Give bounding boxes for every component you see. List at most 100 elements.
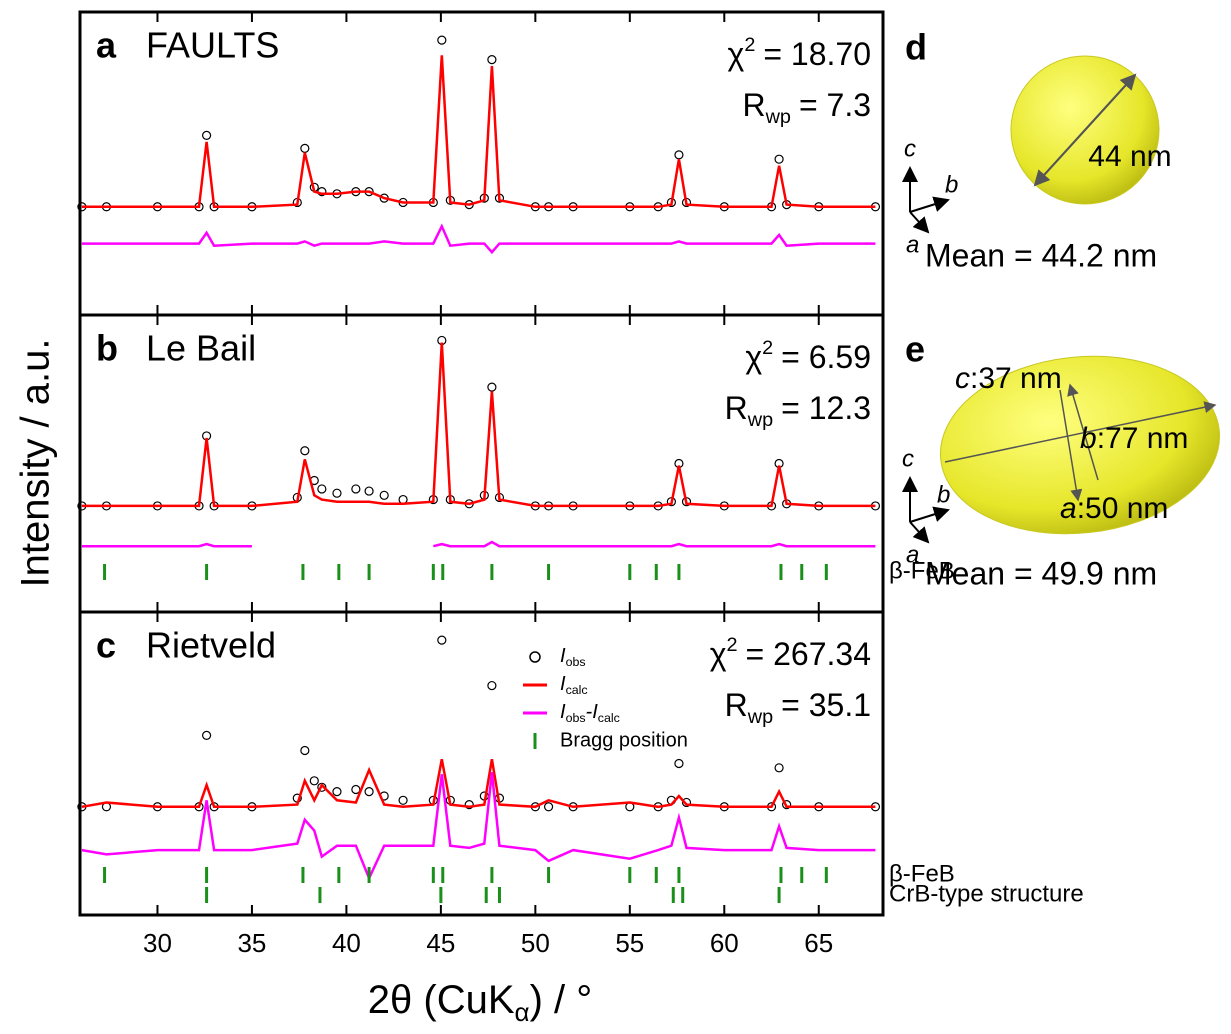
- axis-arrow: [909, 211, 930, 234]
- series-line: [81, 55, 876, 209]
- r-wp-part: wp: [747, 409, 773, 431]
- particle-e: e c:37 nm b:77 nm a:50 nm c b a Mean = 4…: [902, 329, 1221, 591]
- axis-name: b: [945, 171, 958, 198]
- x-tick-label: 45: [426, 928, 455, 958]
- size-axis: b: [1080, 422, 1097, 455]
- obs-point: [364, 787, 374, 797]
- size-value: :37 nm: [970, 362, 1062, 395]
- axis-arrow: [909, 506, 950, 523]
- chi-square-part: = 18.70: [763, 36, 871, 72]
- panel-label: c: [96, 625, 116, 666]
- r-wp: Rwp = 7.3: [742, 87, 871, 127]
- size-arrow: [1059, 389, 1083, 502]
- panel-label: a: [96, 25, 117, 66]
- obs-point: [351, 784, 361, 795]
- r-wp-part: R: [742, 87, 765, 123]
- size-axis: c: [955, 362, 970, 395]
- legend-label-part: obs: [566, 711, 586, 725]
- axis-name: a: [906, 231, 919, 258]
- size-arrow: [944, 401, 1217, 463]
- obs-point: [364, 486, 374, 496]
- obs-point: [317, 484, 327, 494]
- legend-symbol: [529, 651, 541, 663]
- axis-arrow: [909, 521, 930, 544]
- panel-label: b: [96, 328, 118, 369]
- series-line: [81, 758, 876, 809]
- mean-size: Mean = 49.9 nm: [925, 555, 1157, 591]
- obs-point: [674, 758, 684, 769]
- obs-point: [317, 782, 327, 792]
- x-tick-label: 50: [521, 928, 550, 958]
- x-label-sub: α: [515, 997, 530, 1027]
- chi-square: χ2 = 18.70: [728, 34, 871, 72]
- size-label: a:50 nm: [1060, 492, 1168, 525]
- legend-label: Iobs-Icalc: [560, 701, 620, 725]
- axis-name: b: [937, 481, 950, 508]
- size-label: b:77 nm: [1080, 422, 1188, 455]
- obs-point: [332, 787, 342, 797]
- x-tick-label: 35: [237, 928, 266, 958]
- obs-point: [487, 680, 497, 691]
- size-value: :50 nm: [1077, 492, 1169, 525]
- chi-square-part: χ: [710, 636, 727, 672]
- obs-point: [201, 730, 212, 740]
- r-wp-part: R: [725, 390, 748, 426]
- x-label-text: 2θ (CuK: [368, 978, 515, 1022]
- obs-point: [300, 745, 310, 756]
- size-arrow: [1033, 74, 1136, 187]
- panel-title: Le Bail: [146, 328, 256, 369]
- legend-label-part: calc: [598, 711, 620, 725]
- obs-point: [774, 154, 784, 164]
- x-label-text: ) / °: [530, 978, 593, 1022]
- chi-square-part: 2: [744, 34, 755, 56]
- chi-square-part: 2: [727, 634, 738, 656]
- chi-square-part: = 6.59: [781, 339, 871, 375]
- x-tick-label: 40: [332, 928, 361, 958]
- chi-square-part: = 267.34: [746, 636, 871, 672]
- panel-label: d: [905, 27, 927, 68]
- obs-point: [464, 800, 474, 810]
- x-tick-label: 60: [710, 928, 739, 958]
- x-axis-label: 2θ (CuKα) / °: [368, 978, 592, 1027]
- series-line: [81, 540, 876, 548]
- legend-label-part: calc: [566, 683, 588, 697]
- obs-point: [201, 130, 212, 140]
- panel-label: e: [905, 329, 925, 370]
- series-line: [81, 223, 876, 255]
- chi-square: χ2 = 267.34: [710, 634, 871, 672]
- r-wp-part: = 7.3: [799, 87, 871, 123]
- r-wp-part: R: [725, 687, 748, 723]
- chi-square-part: 2: [762, 337, 773, 359]
- size-label: 44 nm: [1088, 140, 1171, 173]
- legend-label: Bragg position: [560, 729, 688, 751]
- obs-point: [398, 795, 408, 805]
- obs-point: [782, 800, 792, 810]
- axis-arrow: [909, 196, 950, 213]
- size-arrow: [1067, 383, 1099, 481]
- axis-name: c: [904, 135, 916, 162]
- axis-name: c: [902, 445, 914, 472]
- r-wp-part: wp: [747, 706, 773, 728]
- obs-point: [437, 35, 447, 45]
- x-tick-label: 55: [615, 928, 644, 958]
- size-label: c:37 nm: [955, 362, 1062, 395]
- r-wp: Rwp = 12.3: [725, 390, 871, 430]
- obs-point: [487, 382, 497, 392]
- particle-d: d 44 nm c b a Mean = 44.2 nm: [902, 27, 1172, 273]
- obs-point: [774, 763, 784, 773]
- panel-frame: [78, 610, 885, 917]
- panel-title: Rietveld: [146, 625, 276, 666]
- particle-shape: [939, 355, 1221, 535]
- obs-point: [487, 55, 497, 65]
- r-wp-part: wp: [765, 106, 791, 128]
- series-line: [81, 772, 876, 882]
- x-tick-label: 30: [143, 928, 172, 958]
- size-axis: a: [1060, 492, 1077, 525]
- obs-point: [379, 490, 389, 500]
- obs-point: [674, 150, 684, 160]
- obs-point: [681, 797, 692, 808]
- legend-label: Iobs: [560, 645, 586, 669]
- bragg-label: β-FeB: [889, 557, 955, 584]
- panel-title: FAULTS: [146, 25, 279, 66]
- obs-point: [437, 635, 447, 645]
